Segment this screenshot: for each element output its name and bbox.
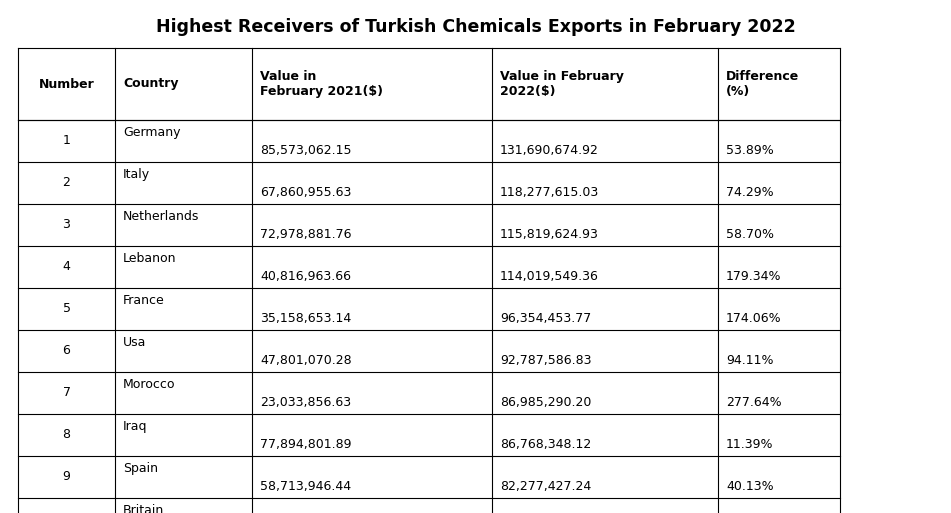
Text: 92,787,586.83: 92,787,586.83 [500, 354, 592, 367]
Text: 86,768,348.12: 86,768,348.12 [500, 438, 592, 451]
Text: 77,894,801.89: 77,894,801.89 [260, 438, 352, 451]
Text: 47,801,070.28: 47,801,070.28 [260, 354, 352, 367]
Text: 131,690,674.92: 131,690,674.92 [500, 144, 599, 157]
Text: 9: 9 [63, 470, 70, 483]
Text: 6: 6 [63, 345, 70, 358]
Text: 82,277,427.24: 82,277,427.24 [500, 480, 592, 493]
Text: 3: 3 [63, 219, 70, 231]
Text: Netherlands: Netherlands [123, 210, 200, 223]
Text: 96,354,453.77: 96,354,453.77 [500, 312, 592, 325]
Text: Lebanon: Lebanon [123, 252, 177, 265]
Text: 7: 7 [63, 386, 70, 400]
Text: Value in
February 2021($): Value in February 2021($) [260, 70, 383, 98]
Text: 72,978,881.76: 72,978,881.76 [260, 228, 352, 241]
Text: 40.13%: 40.13% [726, 480, 773, 493]
Text: 5: 5 [63, 303, 70, 315]
Text: 94.11%: 94.11% [726, 354, 773, 367]
Text: France: France [123, 294, 165, 307]
Text: 85,573,062.15: 85,573,062.15 [260, 144, 352, 157]
Text: 115,819,624.93: 115,819,624.93 [500, 228, 599, 241]
Text: 74.29%: 74.29% [726, 186, 773, 199]
Text: 23,033,856.63: 23,033,856.63 [260, 396, 351, 409]
Text: Difference
(%): Difference (%) [726, 70, 799, 98]
Text: 8: 8 [63, 428, 70, 442]
Text: 11.39%: 11.39% [726, 438, 773, 451]
Text: 67,860,955.63: 67,860,955.63 [260, 186, 351, 199]
Text: Value in February
2022($): Value in February 2022($) [500, 70, 624, 98]
Text: 86,985,290.20: 86,985,290.20 [500, 396, 592, 409]
Text: 114,019,549.36: 114,019,549.36 [500, 270, 599, 283]
Text: Usa: Usa [123, 336, 146, 349]
Text: 179.34%: 179.34% [726, 270, 782, 283]
Text: 1: 1 [63, 134, 70, 148]
Text: 35,158,653.14: 35,158,653.14 [260, 312, 351, 325]
Text: Iraq: Iraq [123, 420, 147, 433]
Text: Britain: Britain [123, 504, 165, 513]
Text: 174.06%: 174.06% [726, 312, 782, 325]
Text: 58,713,946.44: 58,713,946.44 [260, 480, 351, 493]
Text: Country: Country [123, 77, 179, 90]
Text: Number: Number [39, 77, 94, 90]
Text: Germany: Germany [123, 126, 181, 139]
Text: 4: 4 [63, 261, 70, 273]
Text: 40,816,963.66: 40,816,963.66 [260, 270, 351, 283]
Text: 58.70%: 58.70% [726, 228, 774, 241]
Text: Italy: Italy [123, 168, 150, 181]
Text: Spain: Spain [123, 462, 158, 475]
Text: Morocco: Morocco [123, 378, 176, 391]
Text: 53.89%: 53.89% [726, 144, 774, 157]
Text: 118,277,615.03: 118,277,615.03 [500, 186, 599, 199]
Text: 277.64%: 277.64% [726, 396, 782, 409]
Text: 2: 2 [63, 176, 70, 189]
Text: Highest Receivers of Turkish Chemicals Exports in February 2022: Highest Receivers of Turkish Chemicals E… [156, 18, 795, 36]
